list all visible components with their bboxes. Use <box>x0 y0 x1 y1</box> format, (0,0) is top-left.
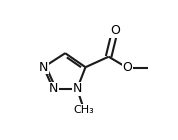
Text: O: O <box>110 24 120 37</box>
Text: N: N <box>39 61 48 74</box>
Text: CH₃: CH₃ <box>74 105 95 115</box>
Text: N: N <box>72 82 82 95</box>
Text: O: O <box>123 61 132 74</box>
Text: N: N <box>49 82 58 95</box>
